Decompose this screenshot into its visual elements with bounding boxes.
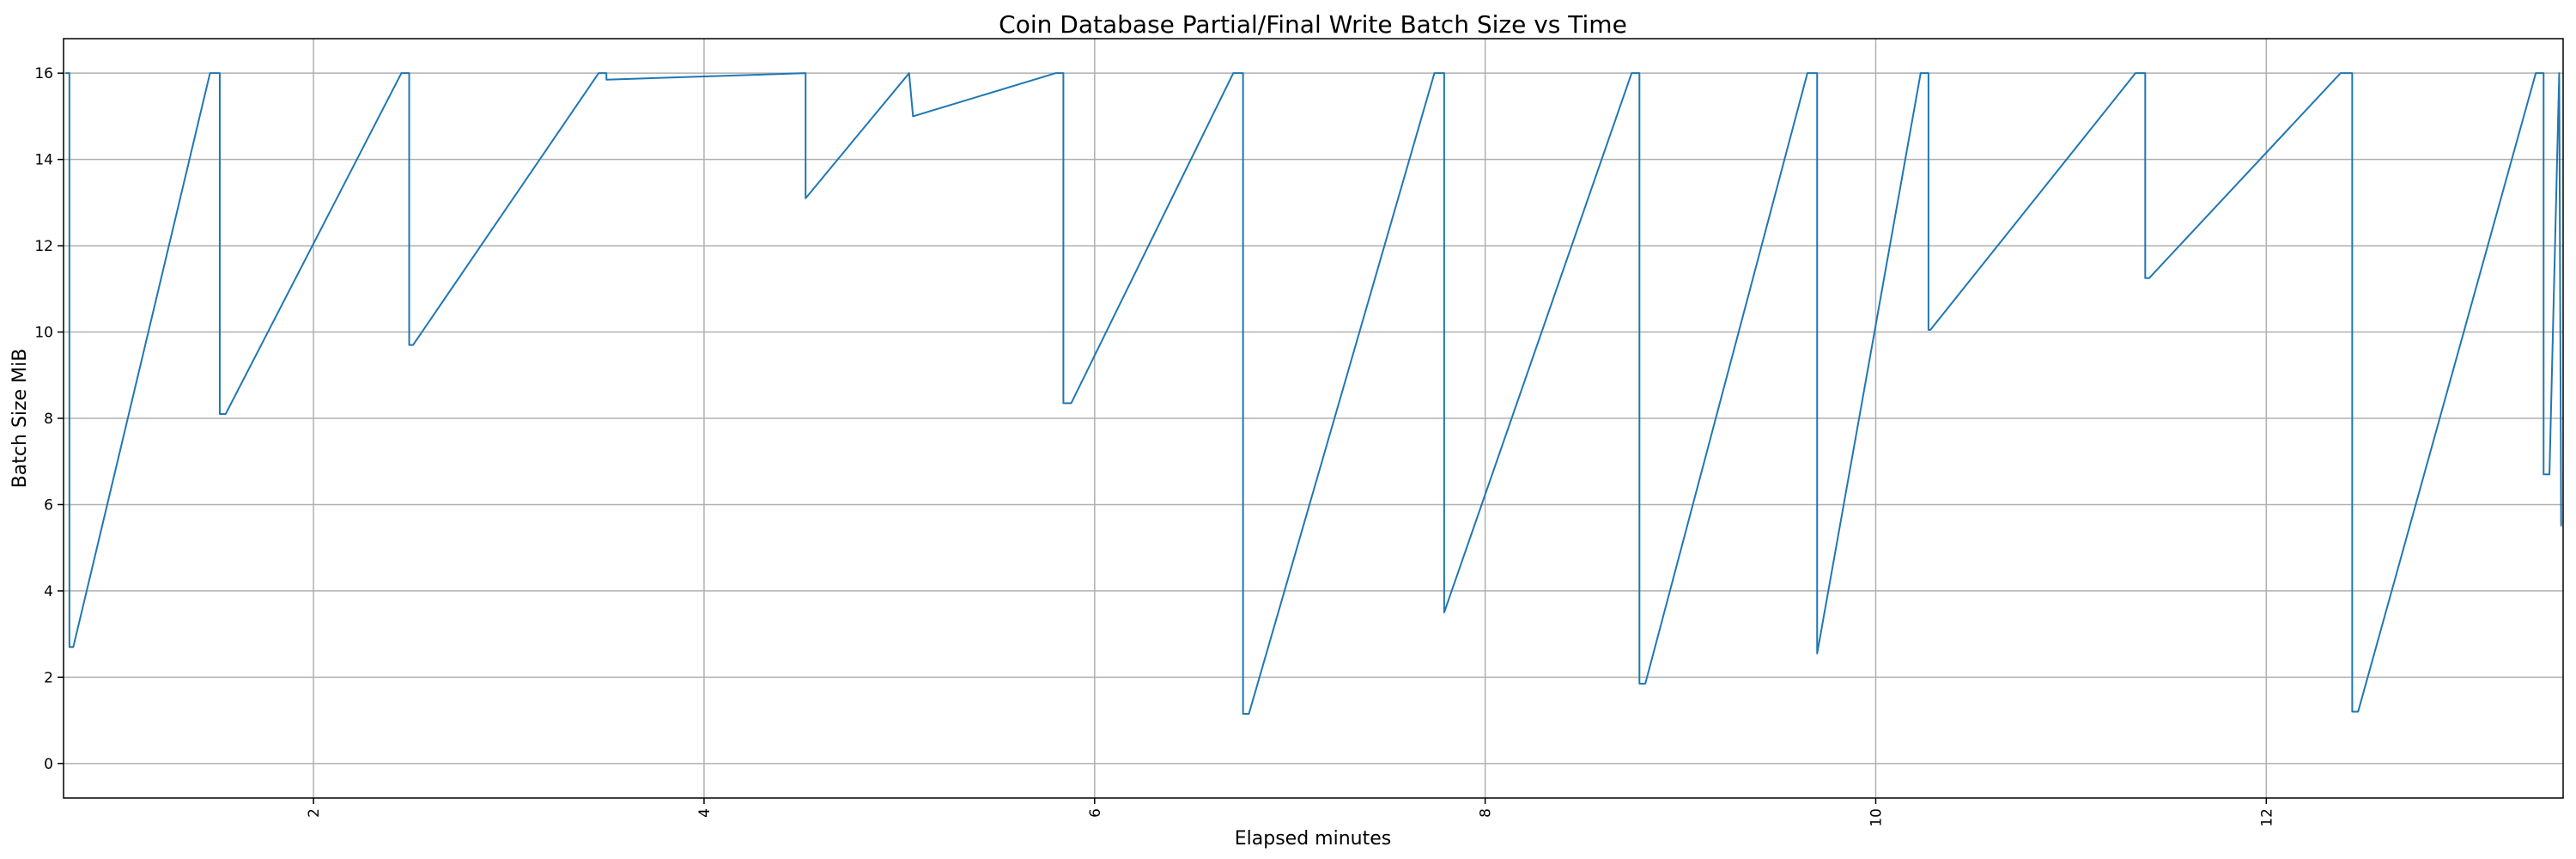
x-tick-label: 8 xyxy=(1478,808,1495,818)
grid-lines xyxy=(64,39,2563,798)
x-axis-label: Elapsed minutes xyxy=(1235,828,1391,850)
y-tick-label: 10 xyxy=(34,325,53,342)
y-tick-label: 12 xyxy=(34,238,53,255)
y-axis-label: Batch Size MiB xyxy=(9,349,31,489)
y-tick-label: 14 xyxy=(34,152,53,169)
x-tick-label: 10 xyxy=(1868,808,1885,827)
y-tick-label: 4 xyxy=(44,583,53,600)
chart-title: Coin Database Partial/Final Write Batch … xyxy=(999,10,1627,39)
tick-marks: 2 4 6 8 10 12 0 2 4 6 8 10 12 14 16 xyxy=(34,65,2275,826)
y-tick-label: 2 xyxy=(44,669,53,686)
series-layer xyxy=(65,72,2562,716)
series-line xyxy=(65,72,2562,716)
x-tick-label: 6 xyxy=(1087,808,1104,818)
x-tick-label: 12 xyxy=(2258,808,2275,827)
y-tick-label: 0 xyxy=(44,756,53,773)
x-tick-label: 4 xyxy=(696,808,714,818)
y-tick-label: 6 xyxy=(44,497,53,514)
y-tick-label: 16 xyxy=(34,65,53,82)
y-tick-label: 8 xyxy=(44,411,53,428)
x-tick-label: 2 xyxy=(306,808,323,818)
